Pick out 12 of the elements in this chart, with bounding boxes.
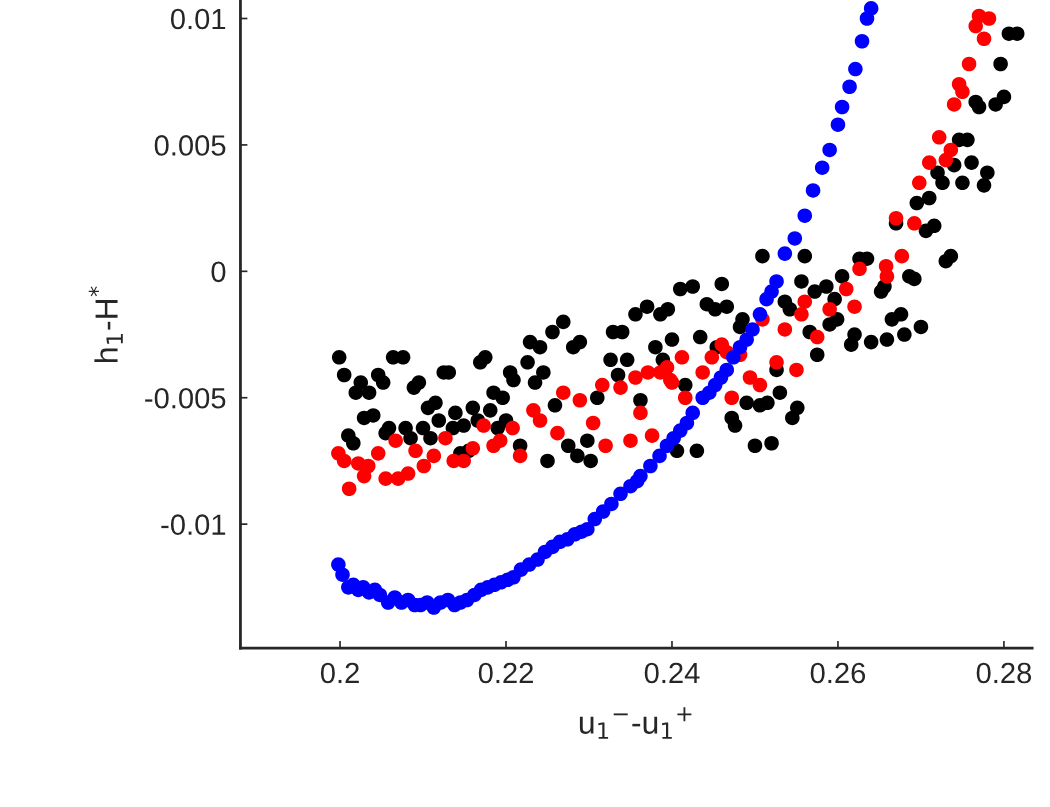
x-tick-label: 0.26	[810, 662, 866, 684]
x-tick-label: 0.22	[478, 662, 533, 684]
y-tick-label: 0.01	[170, 8, 226, 30]
y-tick-label: -0.005	[145, 387, 226, 409]
y-tick-label: 0.005	[154, 135, 226, 156]
x-tick-label: 0.28	[976, 662, 1032, 684]
y-axis-title: h$_{1}$-H$^{*}$	[88, 286, 123, 362]
y-tick-label: 0	[211, 261, 226, 283]
x-axis-title: u$_{1}$$^{−}$-u$_{1}$$^{+}$	[579, 707, 692, 739]
x-tick-label: 0.2	[320, 662, 359, 684]
y-tick-label: -0.01	[161, 514, 226, 535]
x-tick-label: 0.24	[644, 662, 700, 684]
